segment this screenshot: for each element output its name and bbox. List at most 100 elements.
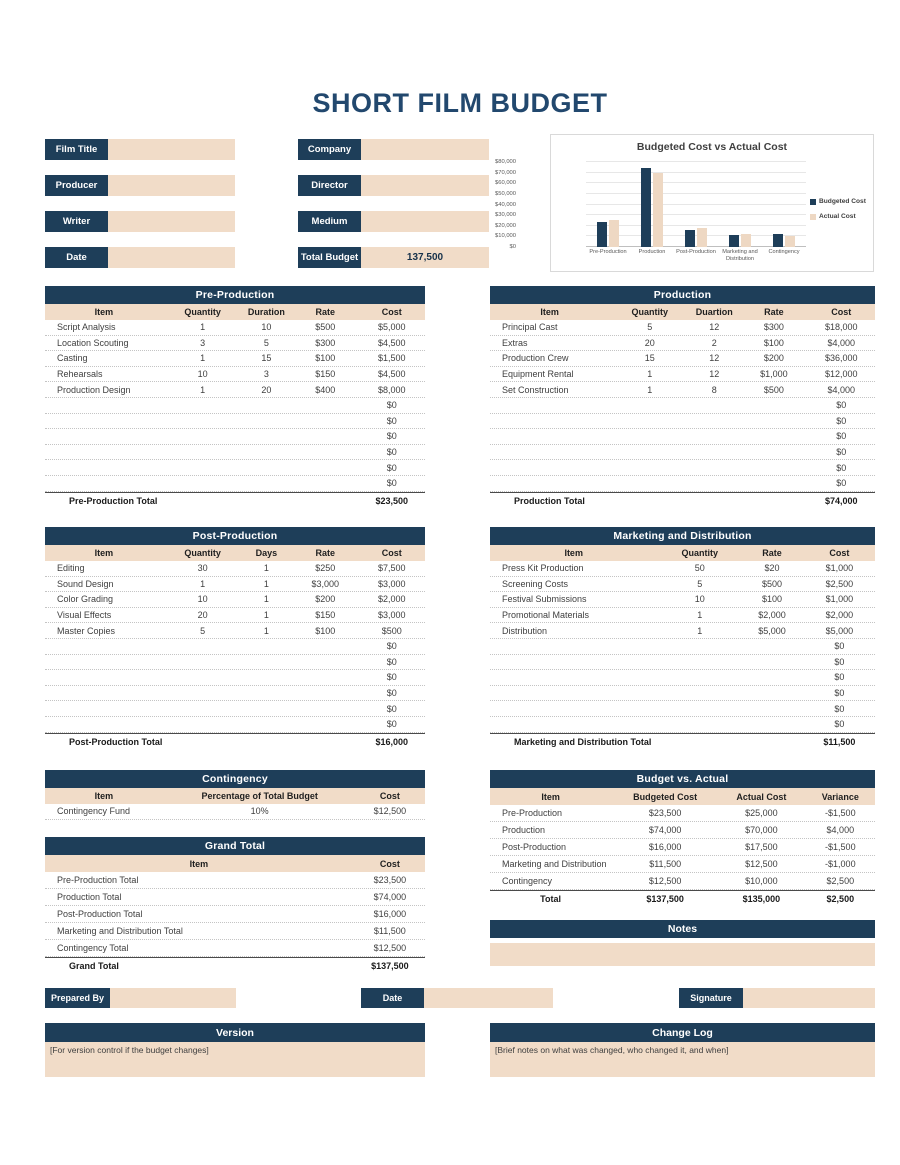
table-cell[interactable]: $500 (761, 578, 782, 589)
table-cell[interactable]: $0 (386, 672, 397, 683)
table-cell[interactable]: $1,000 (825, 563, 854, 574)
table-cell[interactable]: $0 (386, 447, 397, 458)
table-cell[interactable]: Marketing and Distribution (502, 859, 607, 869)
table-cell[interactable]: $0 (386, 688, 397, 699)
table-cell[interactable]: Contingency Fund (57, 806, 131, 817)
table-cell[interactable]: $2,000 (825, 610, 854, 621)
table-cell[interactable]: 12 (709, 322, 720, 333)
table-cell[interactable]: $25,000 (745, 808, 778, 818)
table-cell[interactable]: Screening Costs (502, 578, 569, 589)
table-cell[interactable]: $12,500 (373, 943, 407, 953)
table-cell[interactable]: 5 (263, 337, 269, 348)
medium-field[interactable] (361, 211, 489, 232)
table-cell[interactable]: 20 (261, 384, 272, 395)
table-cell[interactable]: Production Total (57, 892, 122, 902)
date-field[interactable] (108, 247, 235, 268)
producer-field[interactable] (108, 175, 235, 196)
table-cell[interactable]: $100 (315, 353, 336, 364)
table-cell[interactable]: Visual Effects (57, 610, 112, 621)
table-cell[interactable]: $0 (386, 400, 397, 411)
table-cell[interactable]: $11,500 (823, 736, 856, 747)
table-cell[interactable]: $16,000 (375, 736, 409, 747)
table-cell[interactable]: Promotional Materials (502, 610, 590, 621)
table-cell[interactable]: Pre-Production (502, 808, 563, 818)
table-cell[interactable]: Press Kit Production (502, 563, 584, 574)
prepared-by-field[interactable] (110, 988, 236, 1008)
table-cell[interactable]: 5 (647, 322, 653, 333)
table-cell[interactable]: Contingency (502, 876, 553, 886)
table-cell[interactable]: 1 (200, 578, 206, 589)
table-cell[interactable]: 20 (644, 337, 655, 348)
table-cell[interactable]: 1 (200, 322, 206, 333)
table-cell[interactable]: $4,000 (827, 337, 856, 348)
table-cell[interactable]: $200 (315, 594, 336, 605)
table-cell[interactable]: $74,000 (648, 825, 682, 835)
table-cell[interactable]: Extras (502, 337, 528, 348)
table-cell[interactable]: 10 (197, 594, 208, 605)
table-cell[interactable]: 2 (711, 337, 717, 348)
table-cell[interactable]: Pre-Production Total (57, 875, 139, 885)
table-cell[interactable]: Color Grading (57, 594, 114, 605)
table-cell[interactable]: $11,500 (649, 859, 682, 869)
table-cell[interactable]: $20 (764, 563, 780, 574)
notes-input-area[interactable] (490, 943, 875, 966)
table-cell[interactable]: $0 (836, 415, 847, 426)
table-cell[interactable]: 1 (200, 384, 206, 395)
table-cell[interactable]: $0 (386, 431, 397, 442)
table-cell[interactable]: 3 (263, 369, 269, 380)
table-cell[interactable]: $0 (834, 688, 845, 699)
table-cell[interactable]: $500 (763, 384, 784, 395)
table-cell[interactable]: $500 (381, 625, 402, 636)
table-cell[interactable]: $0 (836, 447, 847, 458)
table-cell[interactable]: Post-Production (502, 842, 567, 852)
table-cell[interactable]: 1 (647, 369, 653, 380)
table-cell[interactable]: $500 (315, 322, 336, 333)
table-cell[interactable]: $0 (834, 656, 845, 667)
table-cell[interactable]: $0 (834, 719, 845, 730)
table-cell[interactable]: $5,000 (377, 322, 406, 333)
table-cell[interactable]: Marketing and Distribution Total (57, 926, 183, 936)
table-cell[interactable]: $17,500 (745, 842, 778, 852)
table-cell[interactable]: $2,000 (758, 610, 786, 621)
table-cell[interactable]: Casting (57, 353, 88, 364)
table-cell[interactable]: 5 (200, 625, 206, 636)
table-cell[interactable]: 15 (644, 353, 655, 364)
table-cell[interactable]: Equipment Rental (502, 369, 574, 380)
table-cell[interactable]: $36,000 (825, 353, 858, 364)
table-cell[interactable]: $0 (836, 478, 847, 489)
total-budget-field[interactable]: 137,500 (361, 247, 489, 268)
signature-field[interactable] (743, 988, 875, 1008)
table-cell[interactable]: $150 (315, 369, 336, 380)
table-cell[interactable]: $0 (386, 478, 397, 489)
table-cell[interactable]: 1 (263, 594, 269, 605)
table-cell[interactable]: $12,500 (745, 859, 778, 869)
table-cell[interactable]: $16,000 (648, 842, 682, 852)
table-cell[interactable]: $23,500 (373, 875, 407, 885)
change-log-input-area[interactable]: [Brief notes on what was changed, who ch… (490, 1042, 875, 1077)
table-cell[interactable]: Sound Design (57, 578, 114, 589)
table-cell[interactable]: $135,000 (742, 894, 781, 904)
table-cell[interactable]: $12,000 (825, 369, 858, 380)
company-field[interactable] (361, 139, 489, 160)
table-cell[interactable]: Festival Submissions (502, 594, 587, 605)
table-cell[interactable]: $0 (386, 703, 397, 714)
table-cell[interactable]: $1,000 (760, 369, 788, 380)
table-cell[interactable]: Production (502, 825, 546, 835)
table-cell[interactable]: $100 (761, 594, 782, 605)
table-cell[interactable]: Distribution (502, 625, 548, 636)
table-cell[interactable]: $200 (763, 353, 784, 364)
table-cell[interactable]: 10% (250, 806, 269, 817)
table-cell[interactable]: $4,500 (377, 337, 406, 348)
table-cell[interactable]: $1,500 (377, 353, 406, 364)
table-cell[interactable]: $2,500 (826, 894, 855, 904)
table-cell[interactable]: Post-Production Total (57, 909, 143, 919)
table-cell[interactable]: $4,000 (826, 825, 855, 835)
table-cell[interactable]: $23,500 (375, 495, 409, 506)
table-cell[interactable]: 1 (263, 625, 269, 636)
table-cell[interactable]: 1 (263, 578, 269, 589)
table-cell[interactable]: Total (540, 894, 562, 904)
table-cell[interactable]: $12,500 (648, 876, 682, 886)
table-cell[interactable]: $0 (386, 462, 397, 473)
table-cell[interactable]: 30 (197, 563, 208, 574)
table-cell[interactable]: $10,000 (745, 876, 778, 886)
